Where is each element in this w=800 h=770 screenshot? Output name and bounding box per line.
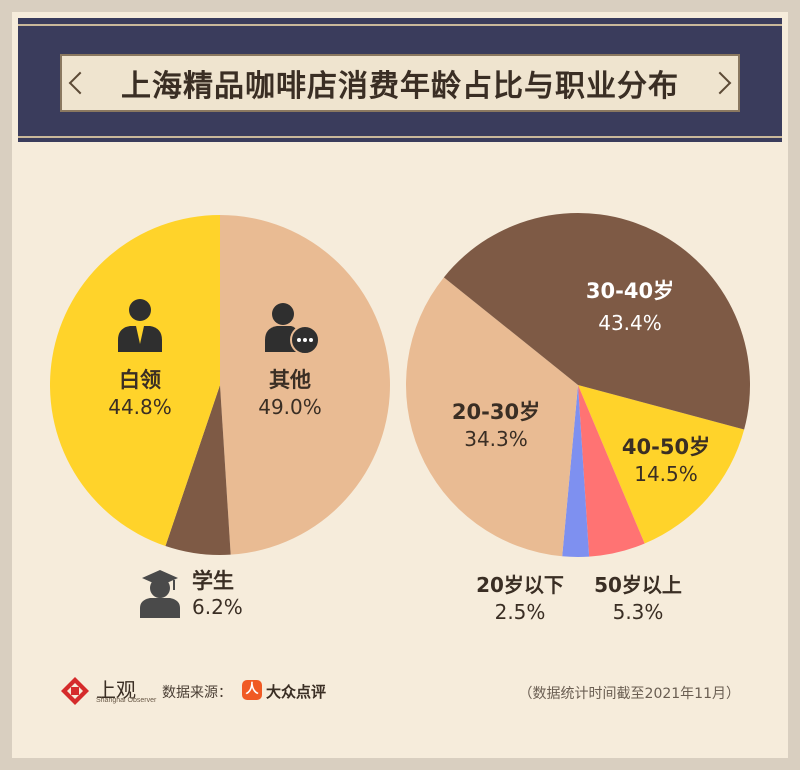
office-worker-icon xyxy=(118,299,162,352)
occupation-label-other: 其他 xyxy=(269,368,311,392)
banner-bottom-line xyxy=(18,136,782,138)
data-date-note: （数据统计时间截至2021年11月） xyxy=(518,686,740,702)
occupation-value-other: 49.0% xyxy=(258,395,322,419)
pie2-slice-1 xyxy=(578,385,645,557)
age-label-40-50: 40-50岁 xyxy=(622,435,710,459)
pie1-slice-1 xyxy=(165,385,231,555)
page-title: 上海精品咖啡店消费年龄占比与职业分布 xyxy=(121,69,679,104)
source-name: 大众点评 xyxy=(266,683,327,701)
source-label: 数据来源： xyxy=(162,685,232,701)
age-label-over-50: 50岁以上 xyxy=(594,573,682,597)
occupation-value-student: 6.2% xyxy=(192,595,243,619)
age-label-30-40: 30-40岁 xyxy=(586,279,674,303)
pie2-slice-4 xyxy=(443,213,750,430)
occupation-value-office: 44.8% xyxy=(108,395,172,419)
age-label-under-20: 20岁以下 xyxy=(476,573,564,597)
age-value-30-40: 43.4% xyxy=(598,311,662,335)
age-value-over-50: 5.3% xyxy=(613,600,664,624)
occupation-label-student: 学生 xyxy=(192,569,234,593)
dianping-logo-icon: 人 xyxy=(242,680,262,700)
shanghai-observer-logo-icon xyxy=(61,677,89,705)
person-chat-icon xyxy=(265,303,320,355)
age-label-20-30: 20-30岁 xyxy=(452,400,540,424)
pie1-slice-0 xyxy=(220,215,391,555)
occupation-pie xyxy=(50,215,391,555)
pie2-slice-0 xyxy=(578,385,745,544)
title-box: 上海精品咖啡店消费年龄占比与职业分布 xyxy=(60,54,740,112)
pie2-slice-3 xyxy=(406,277,578,557)
age-pie xyxy=(406,213,750,557)
occupation-label-office: 白领 xyxy=(119,368,161,392)
age-value-20-30: 34.3% xyxy=(464,427,528,451)
brand-name: 上观 xyxy=(96,678,136,702)
age-value-under-20: 2.5% xyxy=(495,600,546,624)
banner-top-line xyxy=(18,24,782,26)
brand-subtitle: Shanghai Observer xyxy=(96,697,157,704)
age-value-40-50: 14.5% xyxy=(634,462,698,486)
pie2-slice-2 xyxy=(562,385,590,557)
graduate-icon xyxy=(140,570,180,618)
pie1-slice-2 xyxy=(50,215,220,547)
